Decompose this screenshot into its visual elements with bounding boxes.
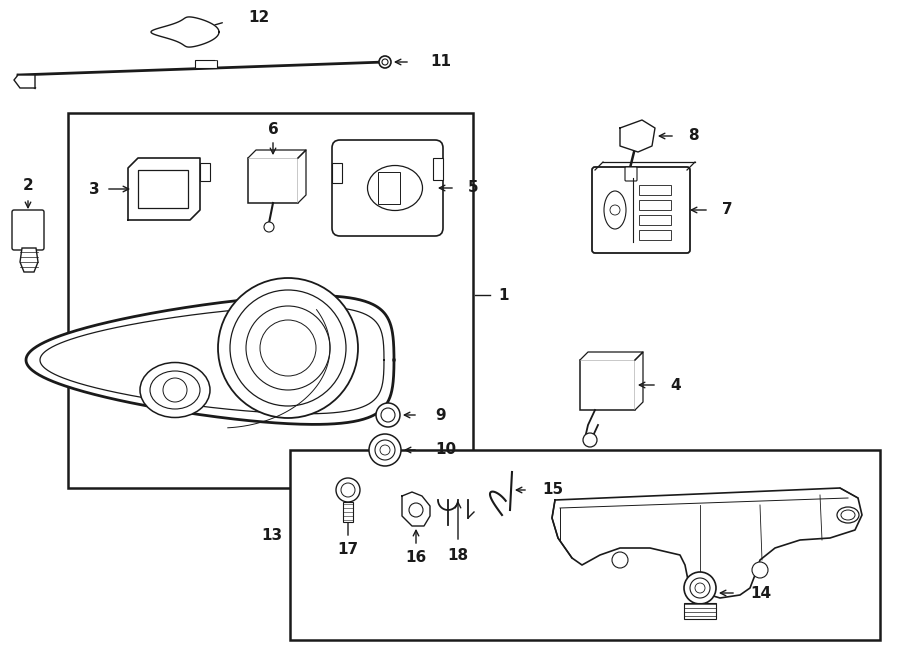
Circle shape bbox=[246, 306, 330, 390]
Ellipse shape bbox=[837, 507, 859, 523]
Bar bbox=[639, 230, 671, 240]
Ellipse shape bbox=[604, 191, 626, 229]
Circle shape bbox=[379, 56, 391, 68]
Bar bbox=[200, 163, 210, 181]
Circle shape bbox=[375, 440, 395, 460]
FancyBboxPatch shape bbox=[248, 158, 298, 203]
Circle shape bbox=[684, 572, 716, 604]
Polygon shape bbox=[14, 75, 35, 88]
FancyBboxPatch shape bbox=[592, 167, 690, 253]
Text: 7: 7 bbox=[722, 202, 733, 217]
Polygon shape bbox=[635, 352, 643, 410]
Circle shape bbox=[264, 222, 274, 232]
Polygon shape bbox=[128, 158, 200, 220]
Bar bbox=[378, 172, 400, 204]
Circle shape bbox=[409, 503, 423, 517]
Text: 17: 17 bbox=[338, 543, 358, 557]
Circle shape bbox=[218, 278, 358, 418]
Polygon shape bbox=[620, 120, 655, 152]
Circle shape bbox=[376, 403, 400, 427]
Bar bbox=[68, 113, 473, 488]
Text: 8: 8 bbox=[688, 128, 698, 143]
Text: 5: 5 bbox=[468, 180, 479, 196]
Ellipse shape bbox=[150, 371, 200, 409]
Text: 15: 15 bbox=[542, 483, 563, 498]
Bar bbox=[433, 158, 443, 180]
Polygon shape bbox=[151, 17, 219, 47]
Text: 16: 16 bbox=[405, 551, 427, 566]
Circle shape bbox=[260, 320, 316, 376]
Circle shape bbox=[380, 445, 390, 455]
Circle shape bbox=[610, 205, 620, 215]
Ellipse shape bbox=[140, 362, 210, 418]
Circle shape bbox=[612, 552, 628, 568]
Circle shape bbox=[163, 378, 187, 402]
Bar bbox=[138, 170, 188, 208]
Polygon shape bbox=[26, 295, 394, 424]
Polygon shape bbox=[580, 352, 643, 360]
Text: 12: 12 bbox=[248, 11, 269, 26]
Circle shape bbox=[583, 433, 597, 447]
Text: 13: 13 bbox=[261, 527, 283, 543]
Text: 1: 1 bbox=[498, 288, 508, 303]
Text: 6: 6 bbox=[267, 122, 278, 137]
Ellipse shape bbox=[367, 165, 422, 210]
Circle shape bbox=[690, 578, 710, 598]
Circle shape bbox=[752, 562, 768, 578]
Text: 3: 3 bbox=[89, 182, 99, 196]
Text: 11: 11 bbox=[430, 54, 451, 69]
Polygon shape bbox=[552, 488, 862, 598]
Text: 10: 10 bbox=[435, 442, 456, 457]
Polygon shape bbox=[248, 150, 306, 158]
FancyBboxPatch shape bbox=[580, 360, 635, 410]
Text: 2: 2 bbox=[22, 178, 33, 194]
Circle shape bbox=[382, 59, 388, 65]
Circle shape bbox=[381, 408, 395, 422]
Bar bbox=[343, 502, 353, 522]
Bar bbox=[290, 450, 880, 640]
Polygon shape bbox=[402, 492, 430, 526]
Bar bbox=[684, 603, 716, 619]
Ellipse shape bbox=[841, 510, 855, 520]
Bar bbox=[195, 60, 217, 68]
Text: 9: 9 bbox=[435, 407, 446, 422]
Text: 4: 4 bbox=[670, 377, 680, 393]
Circle shape bbox=[230, 290, 346, 406]
Polygon shape bbox=[20, 248, 38, 272]
Bar bbox=[639, 215, 671, 225]
Bar bbox=[332, 163, 342, 183]
FancyBboxPatch shape bbox=[625, 167, 637, 181]
FancyBboxPatch shape bbox=[332, 140, 443, 236]
Text: 14: 14 bbox=[750, 586, 771, 600]
Circle shape bbox=[336, 478, 360, 502]
Circle shape bbox=[695, 583, 705, 593]
Bar bbox=[639, 200, 671, 210]
Circle shape bbox=[369, 434, 401, 466]
Polygon shape bbox=[298, 150, 306, 203]
Circle shape bbox=[341, 483, 355, 497]
Text: 18: 18 bbox=[447, 547, 469, 563]
Bar bbox=[639, 185, 671, 195]
FancyBboxPatch shape bbox=[12, 210, 44, 250]
